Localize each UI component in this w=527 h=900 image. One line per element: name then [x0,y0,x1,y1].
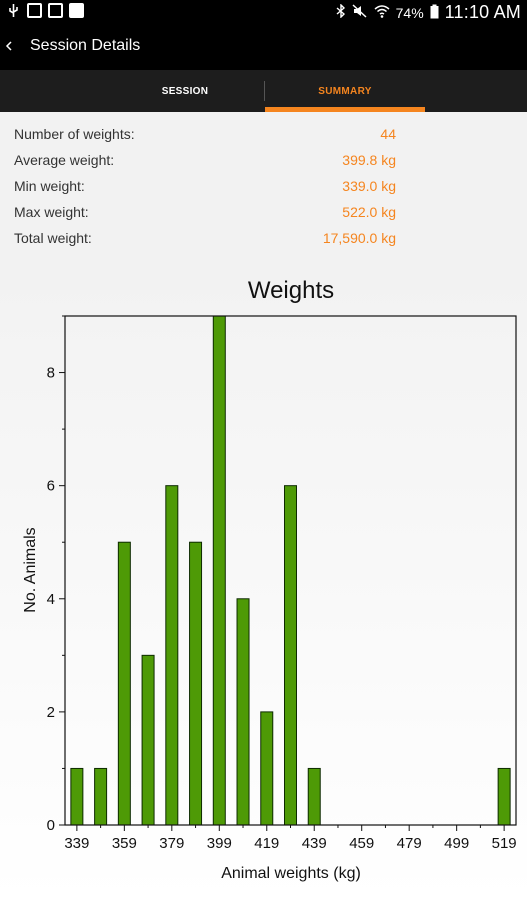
stat-row-average: Average weight: 399.8 kg [0,146,527,172]
bar-439 [307,767,321,826]
y-tick-label: 6 [47,478,55,495]
y-axis-label: No. Animals [22,527,39,612]
email-icon [48,3,63,18]
stat-row-total: Total weight: 17,590.0 kg [0,224,527,250]
wifi-icon [374,4,390,21]
bar-429 [284,485,297,826]
notification-icons [6,3,84,18]
stat-label: Total weight: [14,230,92,246]
stat-value: 17,590.0 kg [322,230,396,246]
bluetooth-icon [336,3,346,21]
bar-379 [165,485,179,826]
battery-icon [430,4,439,22]
app-bar: Session Details [0,24,527,70]
bar-359 [117,541,131,826]
stat-row-count: Number of weights: 44 [0,120,527,146]
clock: 11:10 AM [444,2,521,22]
weights-chart: Weights 0 2 4 6 8 339 359 379 399 419 439 459 479 49… [0,268,527,900]
bar-519 [497,767,511,826]
x-axis-label: Animal weights (kg) [221,865,361,882]
stat-value: 522.0 kg [342,204,396,220]
status-bar: 74% 11:10 AM [0,0,527,24]
x-tick-label: 459 [349,835,374,852]
mute-icon [352,4,368,21]
stat-value: 339.0 kg [342,178,396,194]
x-tick-label: 499 [444,835,469,852]
bar-389 [189,541,203,826]
y-axis: 0 2 4 6 8 [47,315,65,834]
bar-419 [260,711,274,826]
page-title: Session Details [30,37,141,54]
y-tick-label: 0 [47,817,55,834]
x-tick-label: 439 [302,835,327,852]
x-tick-label: 379 [159,835,184,852]
gallery-icon [27,3,42,18]
bar-349 [94,767,108,826]
bar-339 [70,767,84,826]
battery-percent: 74% [395,4,424,21]
stat-label: Average weight: [14,152,115,168]
x-tick-label: 359 [112,835,137,852]
stat-row-min: Min weight: 339.0 kg [0,172,527,198]
tab-session[interactable]: SESSION [161,85,209,97]
stat-row-max: Max weight: 522.0 kg [0,198,527,224]
active-tab-indicator [265,107,425,112]
tab-divider [264,81,265,101]
bar-369 [141,654,155,826]
chart-title: Weights [248,277,334,304]
system-icons: 74% 11:10 AM [336,2,521,23]
bar-409 [236,598,250,826]
x-axis: 339 359 379 399 419 439 459 479 499 519 [64,825,517,852]
bar-399 [212,315,226,826]
x-tick-label: 419 [254,835,279,852]
y-tick-label: 8 [47,365,55,382]
tab-summary[interactable]: SUMMARY [318,85,372,97]
x-tick-label: 479 [397,835,422,852]
usb-icon [6,3,21,18]
stat-value: 399.8 kg [342,152,396,168]
x-tick-label: 519 [492,835,517,852]
stat-value: 44 [380,126,396,142]
y-tick-label: 2 [47,704,55,721]
stat-label: Max weight: [14,204,89,220]
x-tick-label: 399 [207,835,232,852]
back-arrow-icon[interactable] [4,36,18,56]
clipboard-icon [69,3,84,18]
stat-label: Number of weights: [14,126,135,142]
tab-bar: SESSION SUMMARY [0,70,527,112]
y-tick-label: 4 [47,591,55,608]
x-tick-label: 339 [64,835,89,852]
stat-label: Min weight: [14,178,85,194]
